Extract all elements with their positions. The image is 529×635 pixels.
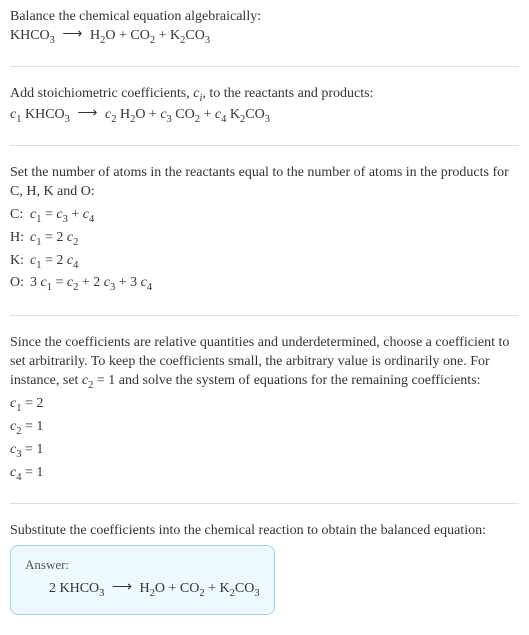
sol4b: = 1 (21, 465, 43, 480)
ans-as: 3 (99, 587, 104, 598)
row-label-H: H: (10, 229, 30, 252)
divider-3 (10, 315, 519, 316)
table-row: C: c1 = c3 + c4 (10, 206, 158, 229)
divider-2 (10, 145, 519, 146)
ans-a: 2 KHCO (49, 581, 99, 596)
divider-4 (10, 503, 519, 504)
table-row: H: c1 = 2 c2 (10, 229, 158, 252)
eqA-arrow: ⟶ (58, 26, 86, 45)
t-r1-b: = (41, 207, 56, 222)
row-label-C: C: (10, 206, 30, 229)
eqB-sp4bs: 3 (265, 114, 270, 125)
t-r4-g: + 3 (115, 275, 140, 290)
t-r2-cs: 2 (73, 236, 78, 247)
t-r4-a: 3 (30, 275, 41, 290)
row-eq-K: c1 = 2 c4 (30, 252, 158, 275)
ans-es: 3 (254, 587, 259, 598)
ans-b: H (140, 581, 150, 596)
s2-text-b: , to the reactants and products: (202, 86, 373, 101)
document-page: Balance the chemical equation algebraica… (0, 0, 529, 635)
section-4: Since the coefficients are relative quan… (10, 334, 519, 485)
s4-l2: = 1 and solve the system of equations fo… (93, 373, 480, 388)
s2-line1: Add stoichiometric coefficients, ci, to … (10, 85, 519, 106)
ans-e: CO (235, 581, 254, 596)
eqA-r1: H (90, 28, 100, 43)
eqB-sp2b: O + (135, 107, 160, 122)
row-eq-C: c1 = c3 + c4 (30, 206, 158, 229)
table-row: O: 3 c1 = c2 + 2 c3 + 3 c4 (10, 274, 158, 297)
eqA-lhs-sub: 3 (50, 35, 55, 46)
t-r4-e: + 2 (78, 275, 103, 290)
eqB-sp4b: CO (245, 107, 264, 122)
eqB-arrow: ⟶ (73, 105, 101, 124)
row-label-O: O: (10, 274, 30, 297)
eqB-sp2: H (116, 107, 130, 122)
eqB-sp3: CO (172, 107, 195, 122)
eqB-sp1s: 3 (65, 114, 70, 125)
section-2: Add stoichiometric coefficients, ci, to … (10, 85, 519, 127)
sol3b: = 1 (21, 442, 43, 457)
s1-line1: Balance the chemical equation algebraica… (10, 8, 519, 27)
eqA-r4: CO (185, 28, 204, 43)
section-3: Set the number of atoms in the reactants… (10, 164, 519, 298)
t-r1-es: 4 (89, 213, 94, 224)
eqA-r4s: 3 (205, 35, 210, 46)
atom-balance-table: C: c1 = c3 + c4 H: c1 = 2 c2 K: c1 = 2 c… (10, 206, 158, 298)
eqA-r2: O + CO (105, 28, 149, 43)
eqB-sp1: KHCO (21, 107, 64, 122)
s5-line1: Substitute the coefficients into the che… (10, 522, 519, 541)
sol1b: = 2 (21, 396, 43, 411)
t-r2-b: = 2 (41, 230, 66, 245)
s2-text-a: Add stoichiometric coefficients, (10, 86, 193, 101)
section-5: Substitute the coefficients into the che… (10, 522, 519, 615)
eqB-sp4: K (226, 107, 240, 122)
divider-1 (10, 66, 519, 67)
answer-box: Answer: 2 KHCO3 ⟶ H2O + CO2 + K2CO3 (10, 545, 275, 616)
s4-text: Since the coefficients are relative quan… (10, 334, 519, 393)
t-r1-d: + (68, 207, 83, 222)
equation-with-coeffs: c1 KHCO3 ⟶ c2 H2O + c3 CO2 + c4 K2CO3 (10, 106, 519, 127)
eqA-r3: + K (155, 28, 180, 43)
sol2b: = 1 (21, 419, 43, 434)
t-r4-c: = (52, 275, 67, 290)
solution-c2: c2 = 1 (10, 418, 519, 439)
section-1: Balance the chemical equation algebraica… (10, 8, 519, 48)
answer-label: Answer: (25, 556, 260, 574)
ans-c: O + CO (155, 581, 199, 596)
row-label-K: K: (10, 252, 30, 275)
ans-arrow: ⟶ (108, 579, 136, 598)
t-r4-hs: 4 (147, 282, 152, 293)
answer-equation: 2 KHCO3 ⟶ H2O + CO2 + K2CO3 (25, 580, 260, 601)
ans-d: + K (205, 581, 230, 596)
t-r3-cs: 4 (73, 259, 78, 270)
solution-c1: c1 = 2 (10, 395, 519, 416)
eqB-sp3b: + (200, 107, 215, 122)
t-r3-b: = 2 (41, 253, 66, 268)
equation-unbalanced: KHCO3 ⟶ H2O + CO2 + K2CO3 (10, 27, 519, 48)
table-row: K: c1 = 2 c4 (10, 252, 158, 275)
row-eq-O: 3 c1 = c2 + 2 c3 + 3 c4 (30, 274, 158, 297)
solution-c4: c4 = 1 (10, 464, 519, 485)
s3-line1: Set the number of atoms in the reactants… (10, 164, 519, 202)
solution-c3: c3 = 1 (10, 441, 519, 462)
eqA-lhs: KHCO (10, 28, 50, 43)
row-eq-H: c1 = 2 c2 (30, 229, 158, 252)
